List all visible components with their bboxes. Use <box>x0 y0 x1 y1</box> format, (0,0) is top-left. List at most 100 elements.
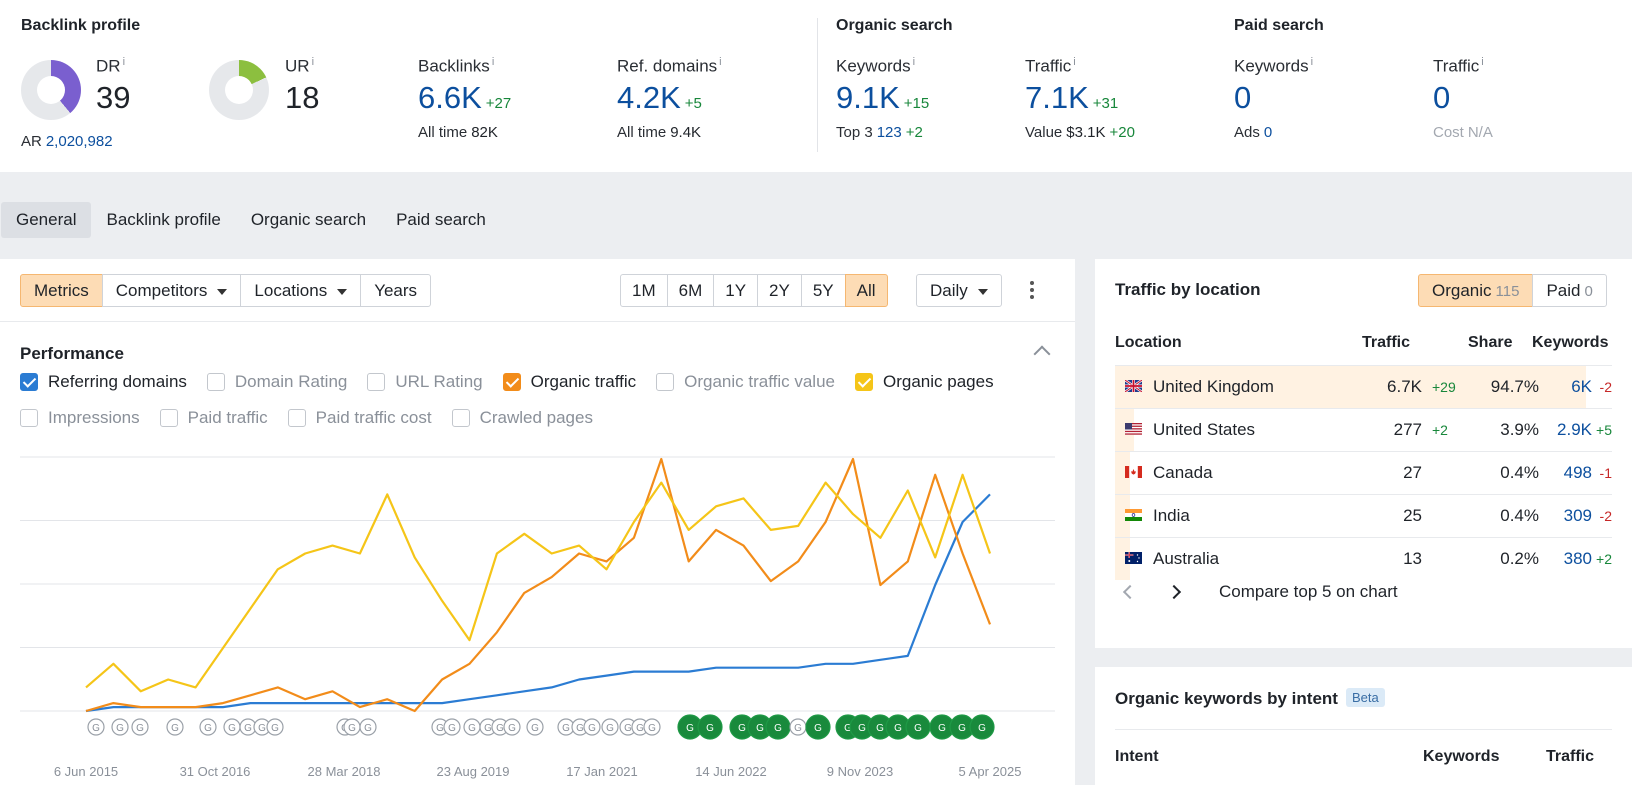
keywords-value[interactable]: 6K <box>1571 377 1592 396</box>
paid-traffic-metric[interactable]: Traffic i 0 Cost N/A <box>1433 56 1493 141</box>
organic-traffic-value[interactable]: 7.1K <box>1025 79 1089 115</box>
checkbox-box[interactable] <box>206 373 225 391</box>
top3-value[interactable]: 123 <box>876 123 902 141</box>
backlinks-metric[interactable]: Backlinks i 6.6K +27 All time 82K <box>418 56 511 141</box>
checkbox-box[interactable] <box>502 373 521 391</box>
organic-keywords-metric[interactable]: Keywords i 9.1K +15 Top 3 123 +2 <box>836 56 929 141</box>
info-icon[interactable]: i <box>1310 56 1314 68</box>
checkbox-box[interactable] <box>20 373 38 391</box>
range-all[interactable]: All <box>844 274 888 307</box>
range-1y[interactable]: 1Y <box>713 274 759 307</box>
keywords-value[interactable]: 498 <box>1563 463 1592 482</box>
share-bar <box>1115 452 1130 494</box>
paid-toggle[interactable]: Paid 0 <box>1532 274 1607 307</box>
tab-paid-search[interactable]: Paid search <box>396 210 486 229</box>
checkbox-box[interactable] <box>451 409 470 427</box>
more-options-icon[interactable] <box>1026 279 1038 303</box>
col-share[interactable]: Share <box>1468 334 1513 351</box>
keywords-value[interactable]: 309 <box>1563 506 1592 525</box>
col-intent[interactable]: Intent <box>1115 748 1159 765</box>
years-button[interactable]: Years <box>360 274 432 307</box>
checkbox-box[interactable] <box>159 409 178 427</box>
col-location[interactable]: Location <box>1115 334 1182 351</box>
checkbox-impressions[interactable]: Impressions <box>20 408 140 428</box>
traffic-value[interactable]: 13 <box>1403 549 1422 568</box>
table-row[interactable]: United Kingdom 6.7K +29 94.7% 6K -2 <box>1115 365 1612 408</box>
ref-domains-metric[interactable]: Ref. domains i 4.2K +5 All time 9.4K <box>617 56 722 141</box>
range-6m[interactable]: 6M <box>666 274 715 307</box>
checkbox-paid-traffic-cost[interactable]: Paid traffic cost <box>287 408 432 428</box>
ads-value[interactable]: 0 <box>1263 123 1273 141</box>
traffic-value[interactable]: 25 <box>1403 506 1422 525</box>
divider <box>817 18 818 152</box>
table-row[interactable]: Canada 27 0.4% 498 -1 <box>1115 451 1612 494</box>
country-name[interactable]: India <box>1153 506 1190 525</box>
chevron-right-icon[interactable] <box>1166 584 1182 600</box>
competitors-dropdown[interactable]: Competitors <box>101 274 242 307</box>
checkbox-box[interactable] <box>656 373 675 391</box>
chevron-left-icon[interactable] <box>1122 584 1138 600</box>
interval-dropdown[interactable]: Daily <box>916 274 1002 307</box>
range-1m[interactable]: 1M <box>620 274 668 307</box>
table-row[interactable]: Australia 13 0.2% 380 +2 <box>1115 537 1612 580</box>
tab-organic-search[interactable]: Organic search <box>250 210 367 229</box>
chevron-up-icon[interactable] <box>1033 345 1051 363</box>
checkbox-box[interactable] <box>20 409 38 427</box>
info-icon[interactable]: i <box>912 56 916 68</box>
checkbox-box[interactable] <box>855 373 873 391</box>
checkbox-organic-pages[interactable]: Organic pages <box>855 372 994 392</box>
range-2y[interactable]: 2Y <box>757 274 802 307</box>
backlinks-value[interactable]: 6.6K <box>418 79 482 115</box>
paid-keywords-metric[interactable]: Keywords i 0 Ads 0 <box>1234 56 1313 141</box>
x-tick-label: 14 Jun 2022 <box>695 764 767 779</box>
table-row[interactable]: United States 277 +2 3.9% 2.9K +5 <box>1115 408 1612 451</box>
info-icon[interactable]: i <box>491 56 495 68</box>
col-intent-keywords[interactable]: Keywords <box>1423 748 1500 765</box>
organic-keywords-value[interactable]: 9.1K <box>836 79 900 115</box>
paid-traffic-value[interactable]: 0 <box>1433 79 1451 115</box>
organic-toggle[interactable]: Organic 115 <box>1418 274 1534 307</box>
traffic-value[interactable]: 27 <box>1403 463 1422 482</box>
col-intent-traffic[interactable]: Traffic <box>1546 748 1595 765</box>
col-keywords[interactable]: Keywords <box>1532 334 1609 351</box>
info-icon[interactable]: i <box>1073 56 1076 68</box>
organic-traffic-metric[interactable]: Traffic i 7.1K +31 Value $3.1K +20 <box>1025 56 1135 141</box>
checkbox-box[interactable] <box>287 409 306 427</box>
ref-domains-value[interactable]: 4.2K <box>617 79 681 115</box>
keywords-value[interactable]: 2.9K <box>1557 420 1592 439</box>
tab-backlink-profile[interactable]: Backlink profile <box>106 210 221 229</box>
info-icon[interactable]: i <box>311 56 315 68</box>
info-icon[interactable]: i <box>719 56 722 68</box>
paid-keywords-value[interactable]: 0 <box>1234 79 1252 115</box>
checkbox-organic-traffic[interactable]: Organic traffic <box>502 372 636 392</box>
country-name[interactable]: Canada <box>1153 463 1213 482</box>
compare-top5-link[interactable]: Compare top 5 on chart <box>1219 582 1398 601</box>
country-name[interactable]: United Kingdom <box>1153 377 1274 396</box>
traffic-value[interactable]: 277 <box>1393 420 1422 439</box>
info-icon[interactable]: i <box>1481 56 1484 68</box>
series-line-organic-traffic <box>85 457 992 713</box>
metrics-button[interactable]: Metrics <box>20 274 103 307</box>
checkbox-referring-domains[interactable]: Referring domains <box>20 372 187 392</box>
info-icon[interactable]: i <box>122 56 126 68</box>
checkbox-domain-rating[interactable]: Domain Rating <box>206 372 347 392</box>
dr-metric[interactable]: DR i 39 <box>96 56 130 116</box>
checkbox-url-rating[interactable]: URL Rating <box>367 372 483 392</box>
col-traffic[interactable]: Traffic <box>1362 334 1411 351</box>
traffic-value[interactable]: 6.7K <box>1387 377 1422 396</box>
ur-metric[interactable]: UR i 18 <box>285 56 319 116</box>
ar-value[interactable]: 2,020,982 <box>45 133 113 150</box>
keywords-value[interactable]: 380 <box>1563 549 1592 568</box>
country-name[interactable]: Australia <box>1153 549 1220 568</box>
locations-dropdown[interactable]: Locations <box>240 274 362 307</box>
checkbox-organic-traffic-value[interactable]: Organic traffic value <box>656 372 835 392</box>
country-name[interactable]: United States <box>1153 420 1256 439</box>
table-row[interactable]: India 25 0.4% 309 -2 <box>1115 494 1612 537</box>
checkbox-box[interactable] <box>367 373 386 391</box>
range-5y[interactable]: 5Y <box>800 274 846 307</box>
chevron-down-icon <box>977 288 988 295</box>
checkbox-crawled-pages[interactable]: Crawled pages <box>451 408 593 428</box>
checkbox-paid-traffic[interactable]: Paid traffic <box>159 408 268 428</box>
tab-general[interactable]: General <box>1 202 92 238</box>
